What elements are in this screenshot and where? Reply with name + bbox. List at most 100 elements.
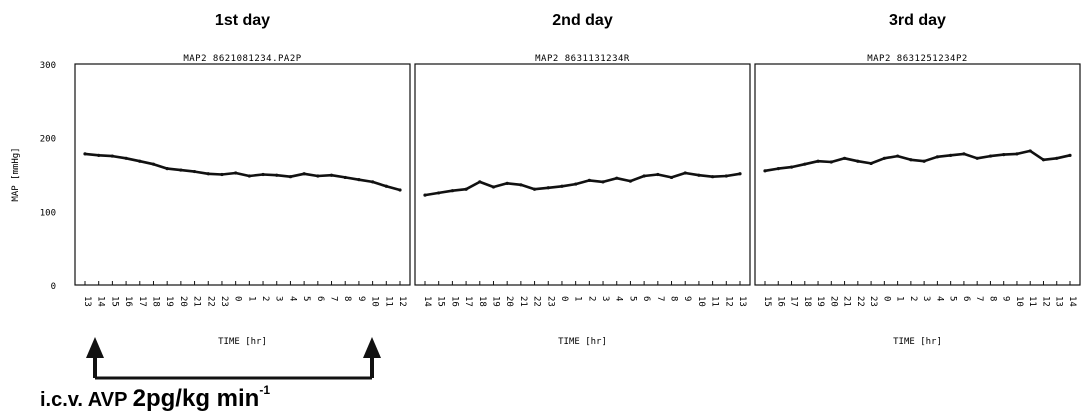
x-tick-label: 23 bbox=[868, 296, 878, 307]
data-point bbox=[83, 152, 87, 156]
x-tick-label: 19 bbox=[490, 296, 500, 307]
x-tick-label: 8 bbox=[669, 296, 679, 301]
x-tick-label: 16 bbox=[775, 296, 785, 307]
data-point bbox=[450, 189, 454, 193]
x-tick-label: 22 bbox=[855, 296, 865, 307]
data-point bbox=[398, 188, 402, 192]
y-tick-label: 100 bbox=[40, 208, 56, 218]
x-tick-label: 2 bbox=[908, 296, 918, 301]
data-point bbox=[532, 187, 537, 191]
data-point bbox=[988, 154, 993, 158]
data-point bbox=[574, 182, 578, 186]
data-point bbox=[302, 172, 306, 176]
caption-agent: i.c.v. AVP bbox=[40, 389, 133, 411]
x-tick-label: 5 bbox=[627, 296, 637, 301]
x-tick-label: 8 bbox=[342, 296, 352, 301]
data-point bbox=[384, 184, 388, 188]
x-tick-label: 15 bbox=[762, 296, 772, 307]
x-tick-label: 16 bbox=[449, 296, 459, 307]
x-tick-label: 0 bbox=[881, 296, 891, 301]
data-point bbox=[151, 162, 156, 166]
x-tick-label: 3 bbox=[600, 296, 610, 301]
x-tick-label: 17 bbox=[137, 296, 147, 307]
x-tick-label: 2 bbox=[260, 296, 270, 301]
y-tick-label: 0 bbox=[51, 282, 56, 292]
x-tick-label: 22 bbox=[205, 296, 215, 307]
data-point bbox=[110, 154, 114, 158]
data-point bbox=[962, 152, 966, 156]
plot-frame bbox=[414, 63, 751, 286]
x-tick-label: 9 bbox=[1001, 296, 1011, 301]
series-line-map bbox=[764, 149, 1071, 173]
x-tick-label: 17 bbox=[789, 296, 799, 307]
x-tick-label: 14 bbox=[1067, 296, 1077, 307]
data-point bbox=[560, 184, 564, 188]
x-tick-label: 4 bbox=[614, 296, 624, 301]
arrow-up-icon bbox=[363, 337, 381, 358]
data-point bbox=[220, 172, 224, 177]
x-tick-label: 10 bbox=[1014, 296, 1024, 307]
series-line-map bbox=[424, 171, 741, 197]
data-point bbox=[738, 172, 742, 176]
data-point bbox=[478, 180, 482, 184]
data-point bbox=[357, 178, 361, 182]
x-tick-label: 15 bbox=[109, 296, 119, 307]
data-point bbox=[601, 180, 605, 184]
y-axis-label: MAP [mmHg] bbox=[11, 147, 21, 201]
x-tick-label: 19 bbox=[164, 296, 174, 307]
x-tick-label: 5 bbox=[948, 296, 958, 301]
x-tick-label: 13 bbox=[82, 296, 92, 307]
x-tick-label: 18 bbox=[477, 296, 487, 307]
x-tick-label: 18 bbox=[802, 296, 812, 307]
data-point bbox=[683, 171, 687, 175]
x-tick-label: 6 bbox=[315, 296, 325, 301]
x-tick-label: 6 bbox=[641, 296, 651, 301]
data-point bbox=[615, 176, 619, 180]
data-point bbox=[776, 167, 780, 171]
x-tick-label: 3 bbox=[921, 296, 931, 301]
data-point bbox=[275, 173, 279, 177]
x-tick-label: 13 bbox=[1054, 296, 1064, 307]
data-point bbox=[192, 169, 197, 174]
data-point bbox=[789, 165, 794, 169]
x-tick-label: 9 bbox=[356, 296, 366, 301]
x-tick-label: 20 bbox=[828, 296, 838, 307]
day-title: 3rd day bbox=[889, 12, 946, 29]
x-tick-label: 20 bbox=[504, 296, 514, 307]
x-tick-label: 10 bbox=[370, 296, 380, 307]
x-tick-label: 14 bbox=[422, 296, 432, 307]
data-point bbox=[711, 175, 715, 179]
data-point bbox=[505, 181, 509, 185]
data-point bbox=[1041, 158, 1046, 162]
data-point bbox=[546, 186, 550, 190]
data-point bbox=[206, 172, 210, 176]
data-point bbox=[896, 154, 900, 158]
x-tick-label: 22 bbox=[532, 296, 542, 307]
x-tick-label: 7 bbox=[329, 296, 339, 301]
day-title: 2nd day bbox=[552, 12, 613, 29]
x-tick-label: 12 bbox=[1040, 296, 1050, 307]
x-tick-label: 3 bbox=[274, 296, 284, 301]
x-axis-label: TIME [hr] bbox=[558, 337, 607, 347]
data-point bbox=[1068, 153, 1072, 157]
infusion-caption: i.c.v. AVP 2pg/kg min-1 bbox=[40, 383, 270, 412]
data-point bbox=[642, 174, 646, 178]
data-point bbox=[371, 180, 375, 184]
data-point bbox=[261, 172, 265, 177]
x-tick-label: 17 bbox=[463, 296, 473, 307]
x-tick-label: 14 bbox=[96, 296, 106, 307]
x-tick-label: 4 bbox=[934, 296, 944, 301]
x-tick-label: 1 bbox=[573, 296, 583, 301]
x-tick-label: 8 bbox=[987, 296, 997, 301]
x-tick-label: 11 bbox=[710, 296, 720, 307]
x-tick-label: 10 bbox=[696, 296, 706, 307]
x-tick-label: 7 bbox=[655, 296, 665, 301]
x-tick-label: 18 bbox=[150, 296, 160, 307]
x-axis-label: TIME [hr] bbox=[218, 337, 267, 347]
x-tick-label: 13 bbox=[737, 296, 747, 307]
data-point bbox=[869, 161, 873, 166]
data-point bbox=[803, 162, 807, 166]
data-point bbox=[165, 167, 169, 171]
